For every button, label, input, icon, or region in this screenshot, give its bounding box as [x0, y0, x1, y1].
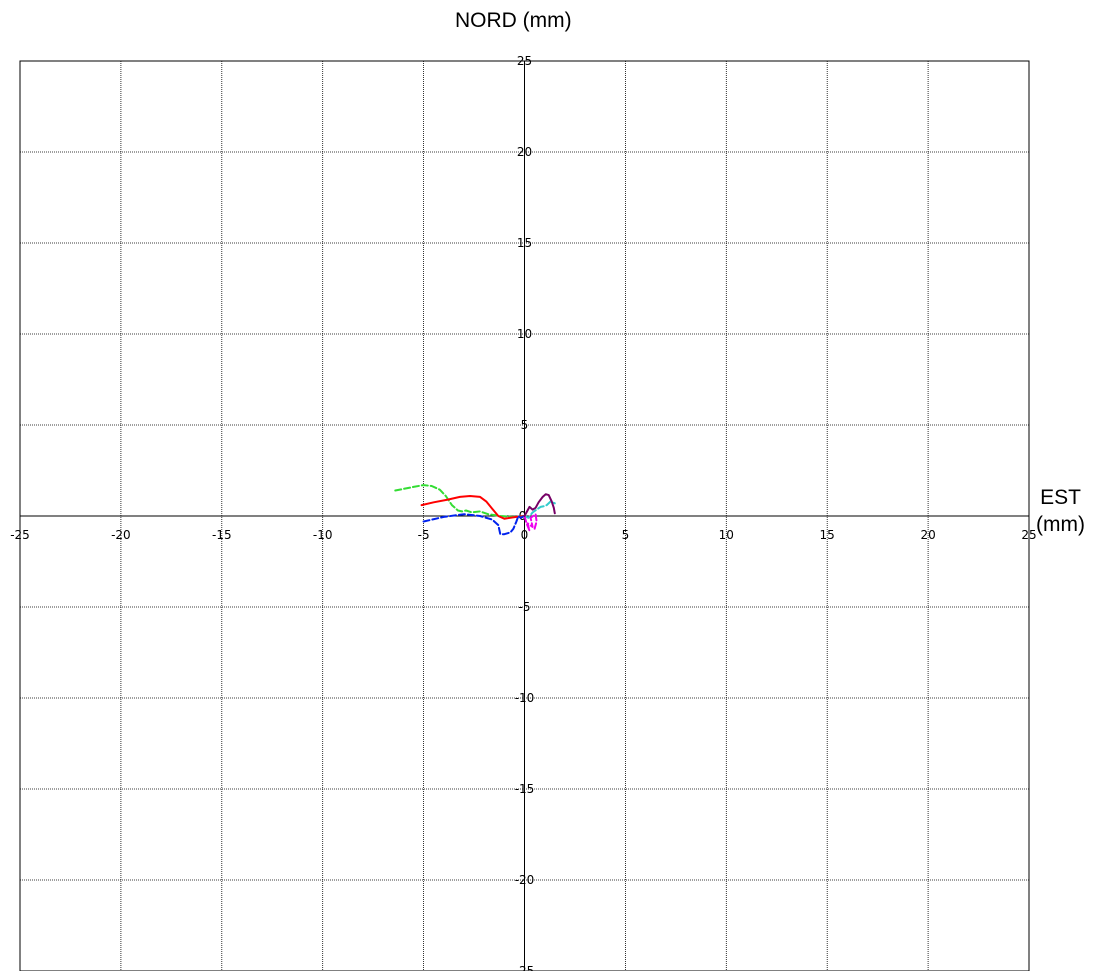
y-axis-title: NORD (mm): [455, 9, 572, 32]
series-line-2: [420, 495, 526, 520]
x-axis-title: EST (mm): [1036, 484, 1085, 538]
x-axis-title-line2: (mm): [1036, 513, 1085, 536]
y-tick-label: -25: [515, 964, 535, 971]
x-tick-label: 0: [521, 528, 529, 542]
series-line-3: [422, 513, 526, 536]
y-tick-label: -20: [515, 873, 535, 887]
series-line-1: [394, 484, 526, 518]
series-group: [394, 484, 556, 536]
x-tick-label: 15: [820, 528, 835, 542]
series-line-6: [523, 493, 556, 517]
x-tick-label: 10: [719, 528, 734, 542]
x-tick-label: 25: [1021, 528, 1036, 542]
x-axis-title-line1: EST: [1040, 486, 1081, 509]
x-tick-label: -5: [418, 528, 430, 542]
x-tick-label: -15: [212, 528, 232, 542]
x-tick-label: -10: [313, 528, 333, 542]
series-line-4: [523, 500, 556, 519]
y-tick-label: -15: [515, 782, 535, 796]
series-line-5: [523, 513, 538, 532]
y-tick-label: 25: [517, 54, 532, 68]
x-tick-label: -20: [111, 528, 131, 542]
y-tick-label: 15: [517, 236, 532, 250]
x-tick-label: 20: [920, 528, 935, 542]
y-tick-label: -5: [519, 600, 531, 614]
tick-labels: -25 -20 -15 -10 -5 0 5 10 15 20 25 25 20 15 10 5 -5 -10 -1…: [10, 54, 1036, 971]
x-tick-label: 5: [622, 528, 630, 542]
y-tick-label: -10: [515, 691, 535, 705]
y-tick-label: 20: [517, 145, 532, 159]
x-tick-label: -25: [10, 528, 30, 542]
y-tick-label: 10: [517, 327, 532, 341]
y-tick-label: 5: [521, 418, 529, 432]
